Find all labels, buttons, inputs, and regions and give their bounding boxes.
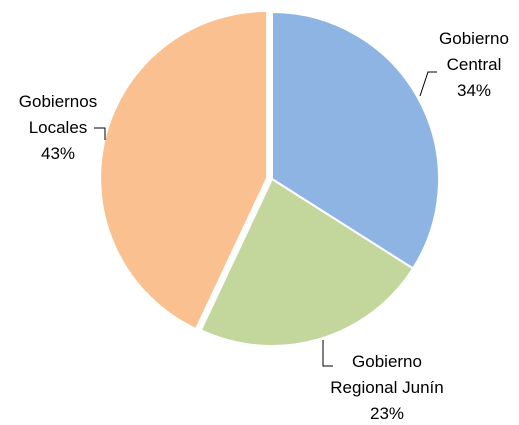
value-label: 23%: [369, 404, 405, 423]
slice-label: Gobierno Regional Junín 23%: [322, 349, 452, 425]
leader-line: [419, 71, 437, 97]
pie-slice: [199, 177, 415, 347]
value-label: 43%: [40, 144, 76, 163]
slice-label: Gobierno Central 34%: [414, 26, 519, 104]
category-label: Gobiernos Locales: [18, 92, 98, 137]
leader-line: [322, 340, 333, 367]
category-label: Gobierno Regional Junín: [330, 352, 444, 397]
category-label: Gobierno Central: [439, 29, 509, 74]
leader-line: [94, 127, 106, 140]
pie-slice: [99, 9, 269, 331]
slice-label: Gobiernos Locales 43%: [0, 89, 116, 167]
value-label: 34%: [456, 81, 492, 100]
